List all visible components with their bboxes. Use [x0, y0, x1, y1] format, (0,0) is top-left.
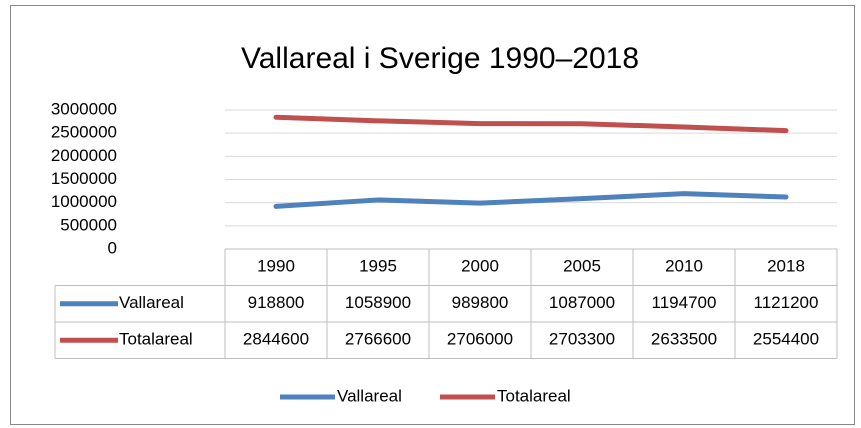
table-cell: 918800 [248, 293, 305, 312]
x-tick-label: 2010 [665, 257, 703, 276]
legend-label: Totalareal [497, 386, 571, 405]
x-tick-label: 2018 [767, 257, 805, 276]
y-tick-label: 2000000 [51, 146, 117, 165]
table-row-label: Vallareal [119, 293, 184, 312]
y-tick-label: 1500000 [51, 169, 117, 188]
table-cell: 2554400 [753, 330, 819, 349]
table-cell: 1058900 [345, 293, 411, 312]
y-tick-label: 2500000 [51, 123, 117, 142]
table-cell: 1087000 [549, 293, 615, 312]
y-tick-label: 1000000 [51, 192, 117, 211]
y-tick-label: 0 [108, 238, 117, 257]
table-cell: 2766600 [345, 330, 411, 349]
x-tick-label: 1990 [257, 257, 295, 276]
legend-label: Vallareal [337, 386, 402, 405]
chart-title: Vallareal i Sverige 1990–2018 [241, 42, 639, 75]
x-tick-label: 1995 [359, 257, 397, 276]
chart-border [10, 5, 855, 425]
line [273, 114, 789, 134]
table-row-label: Totalareal [119, 330, 193, 349]
table-cell: 2633500 [651, 330, 717, 349]
x-tick-label: 2005 [563, 257, 601, 276]
table-cell: 2703300 [549, 330, 615, 349]
line [273, 191, 789, 209]
table-cell: 1121200 [754, 293, 819, 312]
table-cell: 989800 [452, 293, 509, 312]
table-cell: 2706000 [447, 330, 513, 349]
table-cell: 2844600 [243, 330, 309, 349]
x-tick-label: 2000 [461, 257, 499, 276]
table-cell: 1194700 [652, 293, 717, 312]
y-tick-label: 500000 [60, 215, 117, 234]
y-tick-label: 3000000 [51, 99, 117, 118]
